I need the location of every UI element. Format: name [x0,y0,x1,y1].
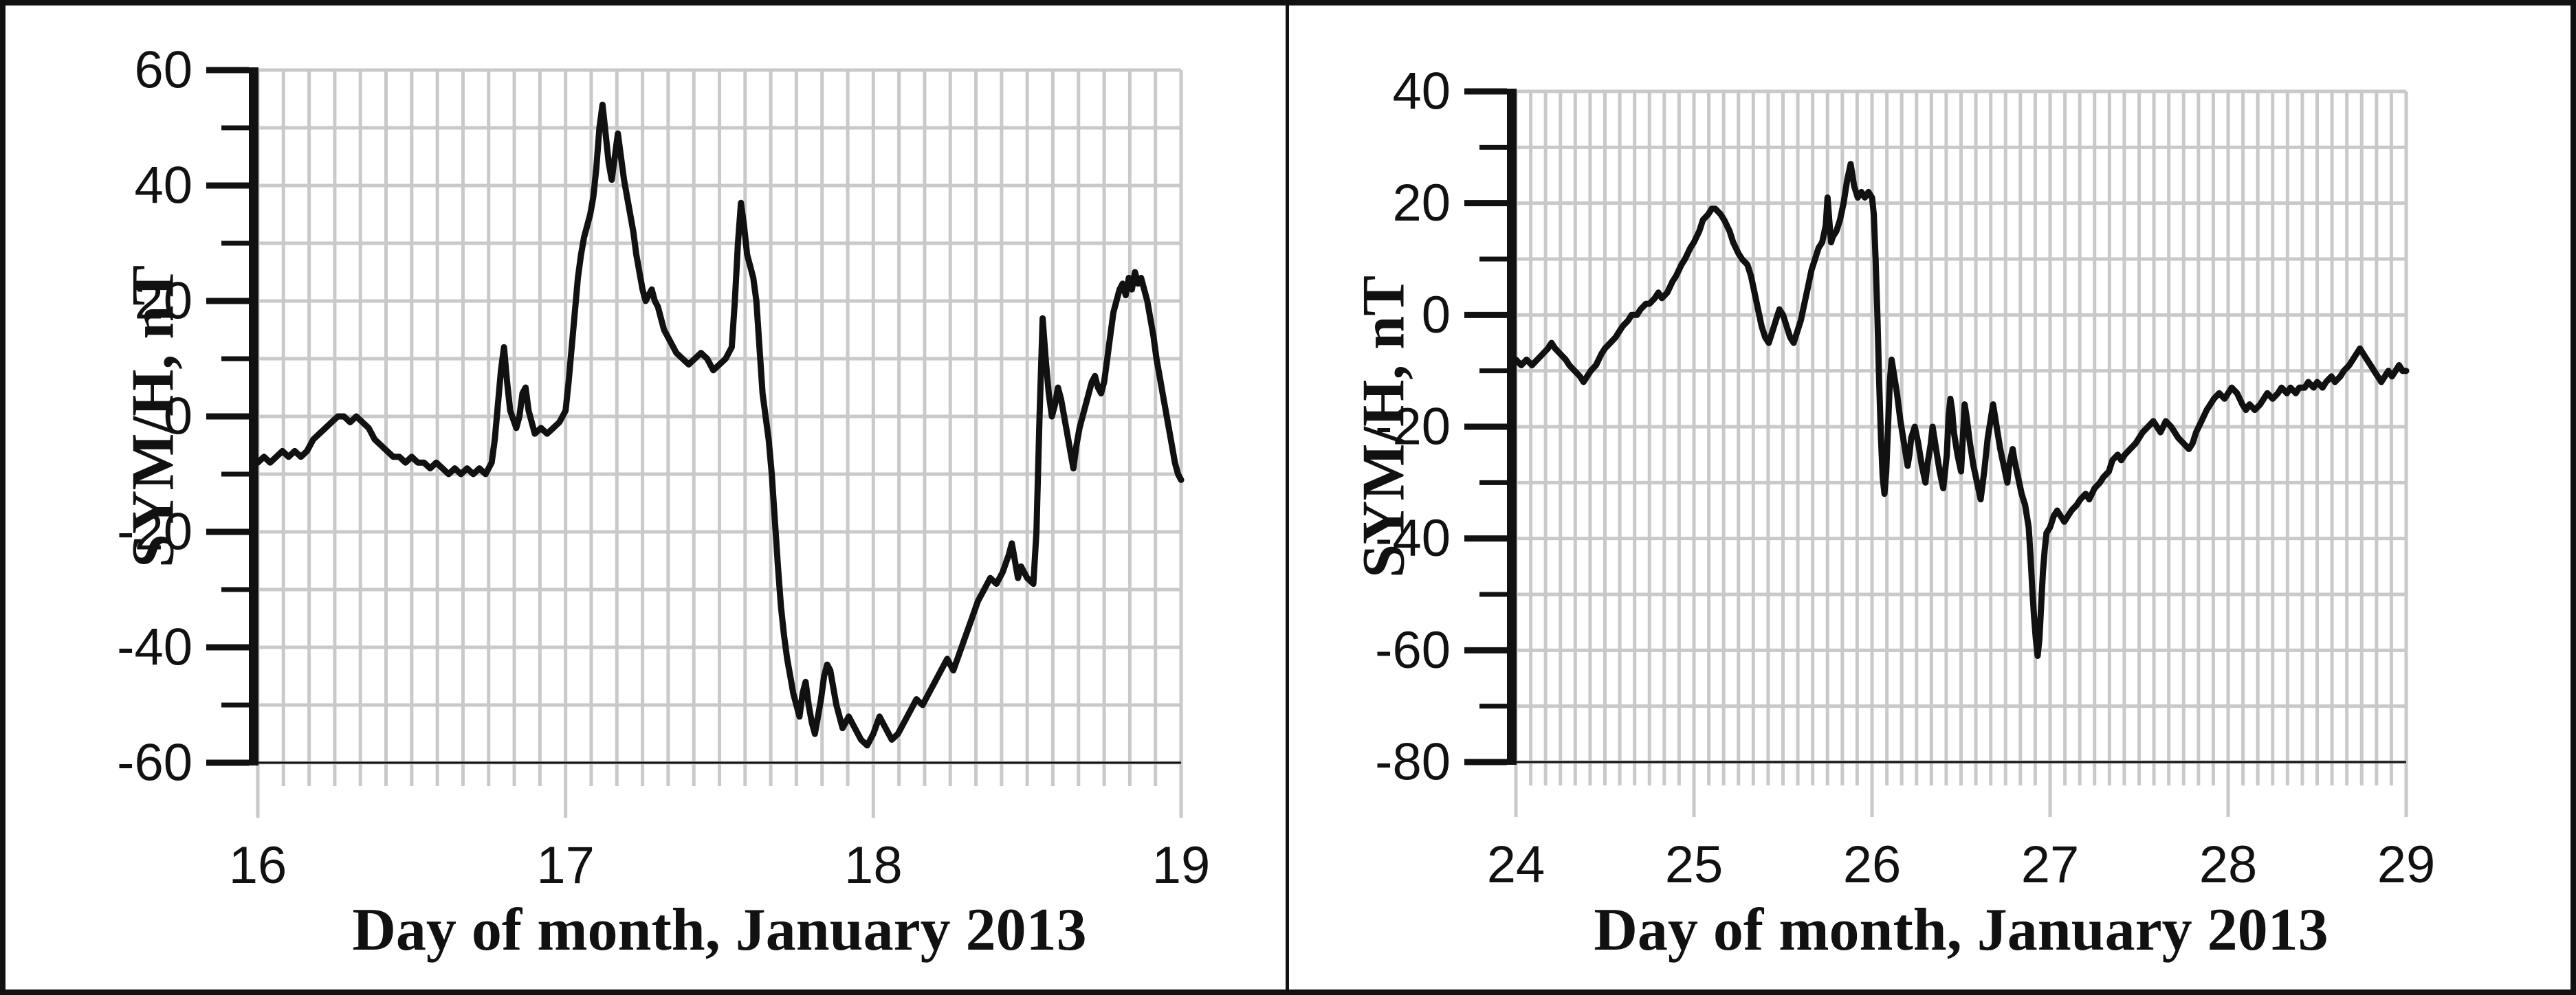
svg-text:29: 29 [2377,836,2436,894]
svg-text:16: 16 [229,836,287,895]
svg-text:28: 28 [2199,836,2258,894]
svg-text:24: 24 [1487,836,1545,894]
svg-text:19: 19 [1152,836,1211,895]
panel-divider [1286,5,1289,990]
symh-chart-right: 40 20 0 -20 -40 -60 -80 24 25 26 27 28 29 [1375,63,2436,895]
svg-text:26: 26 [1843,836,1902,894]
symh-chart-left: 60 40 20 0 -20 -40 -60 16 17 18 19 [117,41,1211,895]
svg-text:17: 17 [536,836,595,895]
svg-text:-60: -60 [1375,621,1451,680]
svg-text:27: 27 [2021,836,2080,894]
svg-text:-80: -80 [1375,733,1451,792]
svg-text:20: 20 [1392,174,1451,232]
svg-text:-40: -40 [117,618,192,677]
svg-text:-40: -40 [1375,509,1451,568]
svg-text:40: 40 [134,157,192,215]
svg-text:18: 18 [844,836,903,895]
svg-text:-20: -20 [1375,398,1451,456]
svg-text:-60: -60 [117,734,192,792]
svg-text:0: 0 [164,388,192,446]
svg-text:0: 0 [1422,286,1451,344]
svg-text:40: 40 [1392,63,1451,121]
svg-text:-20: -20 [117,503,192,561]
svg-text:60: 60 [134,41,192,100]
x-axis-title-left: Day of month, January 2013 [352,897,1087,963]
svg-text:20: 20 [134,272,192,331]
y-axis-title-left: SYM/H, nT [120,265,187,568]
svg-text:25: 25 [1665,836,1724,894]
x-axis-title-right: Day of month, January 2013 [1594,897,2329,963]
y-axis-title-right: SYM/H, nT [1350,275,1418,579]
